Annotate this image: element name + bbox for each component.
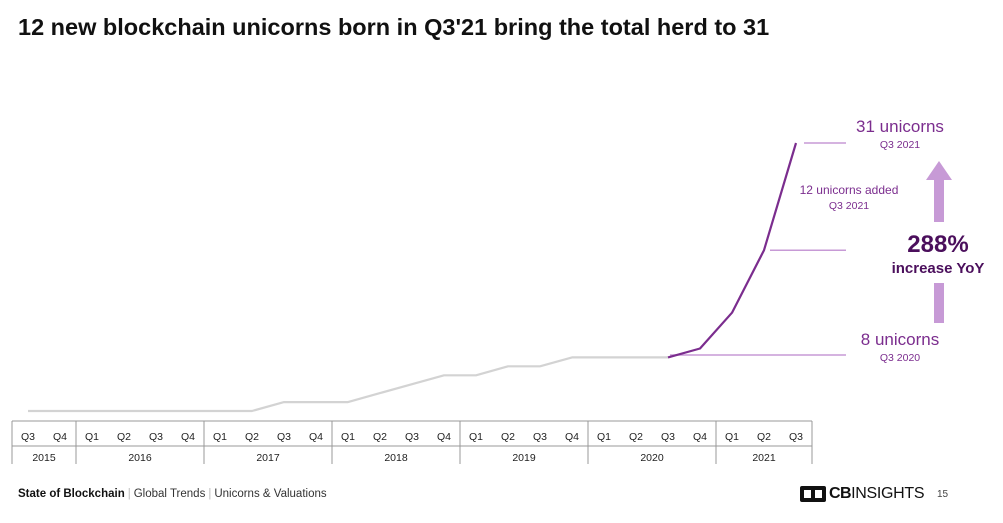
x-tick-label: Q1 — [725, 431, 739, 443]
cbinsights-mark-icon — [800, 486, 826, 502]
x-tick-label: Q3 — [789, 431, 803, 443]
annotation-guides — [670, 142, 846, 356]
x-tick-label: Q1 — [341, 431, 355, 443]
x-tick-label: Q4 — [181, 431, 195, 443]
x-tick-label: Q2 — [245, 431, 259, 443]
year-label: 2016 — [128, 452, 152, 464]
growth-percent: 288% — [907, 231, 968, 258]
cbinsights-logo: CB INSIGHTS — [800, 484, 925, 504]
x-tick-label: Q2 — [117, 431, 131, 443]
x-tick-label: Q4 — [53, 431, 67, 443]
footer-separator: | — [208, 488, 212, 500]
annotation-added-main: 12 unicorns added — [800, 183, 899, 197]
growth-arrow-head — [926, 161, 952, 180]
annotation-top-sub: Q3 2021 — [880, 139, 920, 151]
x-tick-label: Q2 — [629, 431, 643, 443]
annotation-bottom-main: 8 unicorns — [861, 330, 939, 349]
annotations: 31 unicorns Q3 2021 12 unicorns added Q3 20… — [800, 117, 985, 364]
logo-cb-text: CB — [829, 485, 852, 502]
footer-separator: | — [127, 488, 131, 500]
page-number: 15 — [937, 489, 949, 500]
footer-breadcrumb: State of Blockchain | Global Trends | Unicor… — [18, 488, 327, 500]
recent-series-line — [667, 142, 798, 359]
footer-brand: State of Blockchain — [18, 488, 125, 500]
x-tick-label: Q1 — [597, 431, 611, 443]
year-label: 2021 — [752, 452, 776, 464]
x-tick-label: Q1 — [85, 431, 99, 443]
x-tick-label: Q4 — [437, 431, 451, 443]
x-tick-label: Q3 — [277, 431, 291, 443]
annotation-added-sub: Q3 2021 — [829, 200, 869, 212]
year-label: 2020 — [640, 452, 664, 464]
year-label: 2019 — [512, 452, 536, 464]
year-label: 2017 — [256, 452, 280, 464]
growth-arrow-shaft-lower — [934, 283, 944, 323]
year-label: 2015 — [32, 452, 56, 464]
series-lines — [28, 142, 798, 413]
x-tick-label: Q4 — [309, 431, 323, 443]
x-tick-label: Q3 — [21, 431, 35, 443]
annotation-bottom-sub: Q3 2020 — [880, 352, 920, 364]
x-tick-label: Q4 — [565, 431, 579, 443]
x-tick-label: Q1 — [469, 431, 483, 443]
footer-item-unicorns: Unicorns & Valuations — [214, 488, 327, 500]
logo-insights-text: INSIGHTS — [851, 485, 925, 502]
annotation-top-main: 31 unicorns — [856, 117, 944, 136]
page-title: 12 new blockchain unicorns born in Q3'21… — [18, 14, 770, 40]
x-tick-label: Q3 — [149, 431, 163, 443]
x-tick-label: Q1 — [213, 431, 227, 443]
x-tick-label: Q2 — [501, 431, 515, 443]
growth-arrow-shaft-upper — [934, 180, 944, 222]
footer-item-global-trends: Global Trends — [133, 488, 206, 500]
history-series-line — [28, 356, 668, 413]
x-tick-label: Q2 — [757, 431, 771, 443]
x-tick-label: Q3 — [661, 431, 675, 443]
x-tick-label: Q2 — [373, 431, 387, 443]
growth-label: increase YoY — [892, 260, 985, 277]
x-tick-label: Q4 — [693, 431, 707, 443]
x-tick-label: Q3 — [533, 431, 547, 443]
year-label: 2018 — [384, 452, 408, 464]
x-axis-table: Q3 Q4 Q1 Q2 Q3 Q4 Q1 Q2 Q3 Q4 Q1 Q2 Q3 Q4 Q1 Q2 Q3 Q4 Q1 Q2… — [11, 420, 813, 464]
x-tick-label: Q3 — [405, 431, 419, 443]
